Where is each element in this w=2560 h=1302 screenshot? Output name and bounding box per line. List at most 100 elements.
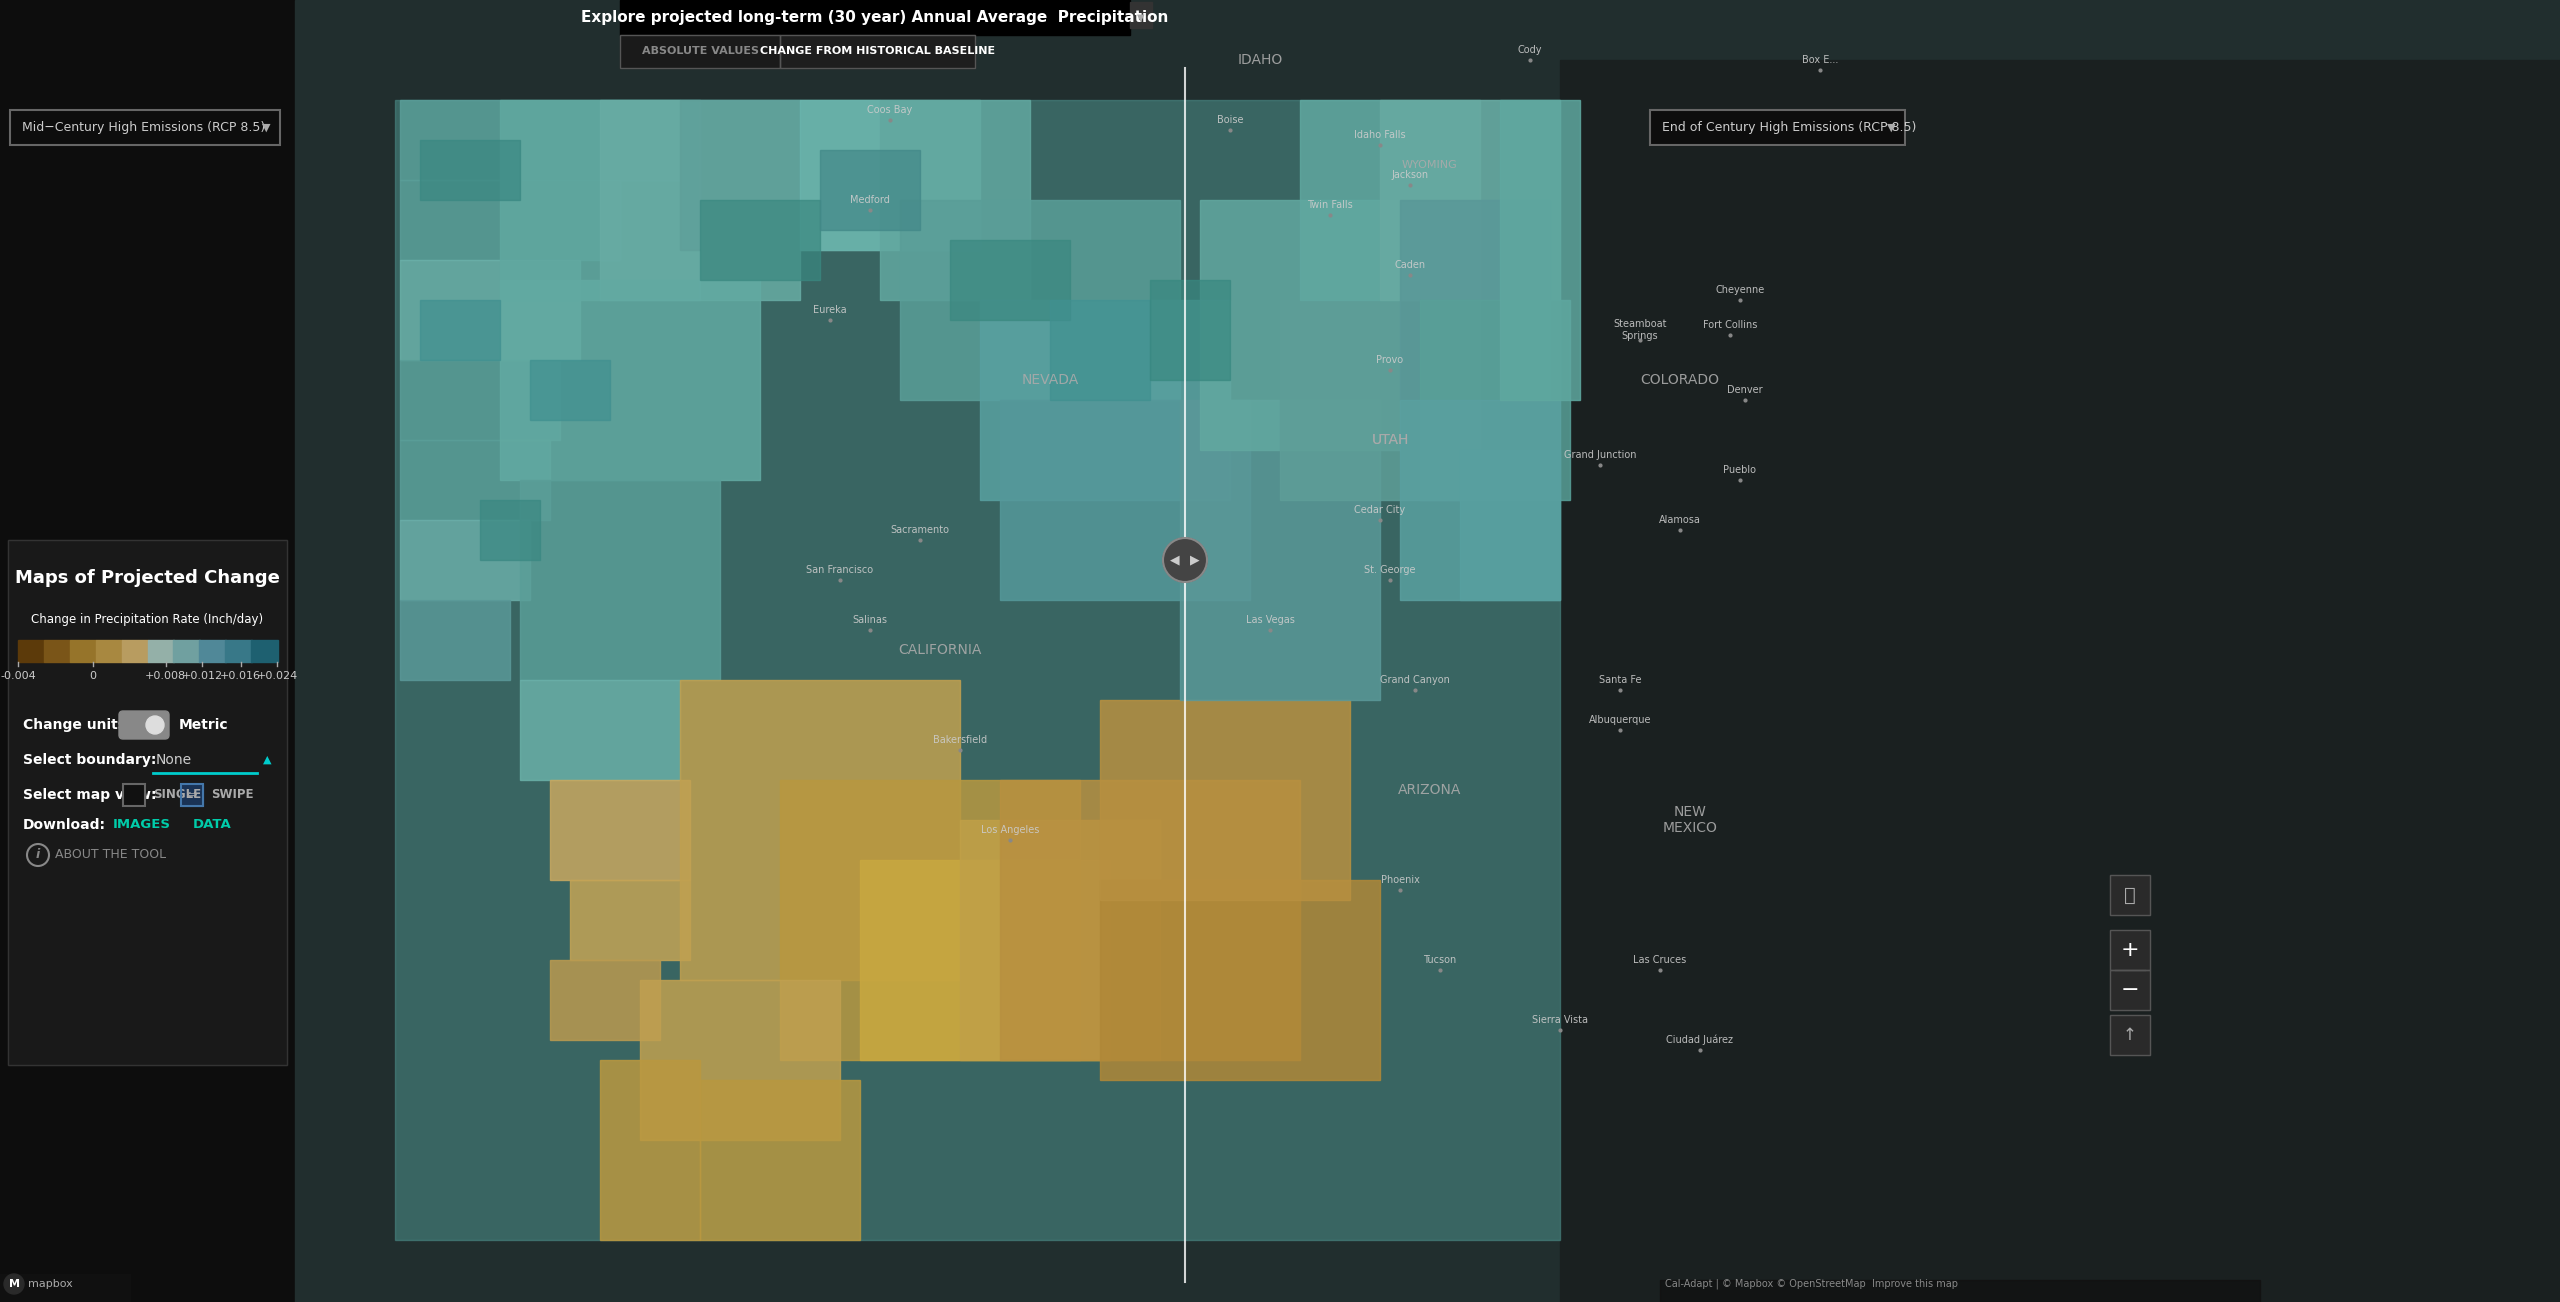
Bar bbox=[200, 641, 225, 661]
Bar bbox=[640, 980, 840, 1141]
Bar bbox=[2109, 930, 2150, 970]
Bar bbox=[1050, 299, 1149, 400]
Bar bbox=[881, 100, 1029, 299]
Text: Las Vegas: Las Vegas bbox=[1247, 615, 1295, 625]
Text: Phoenix: Phoenix bbox=[1380, 875, 1418, 885]
Bar bbox=[620, 0, 1129, 35]
Bar bbox=[10, 109, 279, 145]
Bar bbox=[799, 100, 980, 250]
Bar bbox=[1280, 299, 1480, 500]
Text: -0.004: -0.004 bbox=[0, 671, 36, 681]
Bar bbox=[980, 299, 1229, 500]
Bar bbox=[182, 784, 202, 806]
Circle shape bbox=[5, 1273, 23, 1294]
Bar bbox=[781, 780, 1080, 1060]
Text: IDAHO: IDAHO bbox=[1236, 53, 1283, 66]
Bar bbox=[174, 641, 200, 661]
Text: Cal-Adapt | © Mapbox © OpenStreetMap  Improve this map: Cal-Adapt | © Mapbox © OpenStreetMap Imp… bbox=[1664, 1279, 1958, 1289]
Text: ARIZONA: ARIZONA bbox=[1398, 783, 1462, 797]
Text: +: + bbox=[2120, 940, 2140, 960]
Text: ▼: ▼ bbox=[261, 122, 271, 133]
Text: Mid−Century High Emissions (RCP 8.5): Mid−Century High Emissions (RCP 8.5) bbox=[23, 121, 266, 134]
Text: i: i bbox=[36, 849, 41, 862]
Text: COLORADO: COLORADO bbox=[1641, 372, 1720, 387]
Bar bbox=[520, 680, 681, 780]
Text: mapbox: mapbox bbox=[28, 1279, 72, 1289]
Bar bbox=[550, 960, 660, 1040]
Bar bbox=[420, 299, 499, 359]
Bar bbox=[399, 260, 581, 359]
Text: Pueblo: Pueblo bbox=[1723, 465, 1756, 475]
Bar bbox=[699, 1079, 860, 1240]
Bar bbox=[571, 880, 691, 960]
Bar bbox=[18, 641, 44, 661]
Bar bbox=[399, 519, 530, 600]
Bar bbox=[530, 359, 609, 421]
Text: Grand Canyon: Grand Canyon bbox=[1380, 674, 1449, 685]
Text: NEW
MEXICO: NEW MEXICO bbox=[1661, 805, 1718, 835]
Bar bbox=[123, 784, 146, 806]
Text: ↑: ↑ bbox=[2122, 1026, 2138, 1044]
Bar bbox=[2109, 970, 2150, 1010]
Text: Metric: Metric bbox=[179, 717, 228, 732]
Text: Denver: Denver bbox=[1728, 385, 1764, 395]
Text: +0.016: +0.016 bbox=[220, 671, 261, 681]
Text: Provo: Provo bbox=[1377, 355, 1403, 365]
Bar bbox=[2109, 930, 2150, 970]
Bar bbox=[819, 150, 919, 230]
Text: End of Century High Emissions (RCP 8.5): End of Century High Emissions (RCP 8.5) bbox=[1661, 121, 1917, 134]
Text: UTAH: UTAH bbox=[1372, 434, 1408, 447]
Bar bbox=[1559, 60, 2560, 1302]
Text: WYOMING: WYOMING bbox=[1403, 160, 1457, 171]
Bar bbox=[1149, 280, 1229, 380]
Text: −: − bbox=[2120, 980, 2140, 1000]
Bar bbox=[781, 35, 975, 68]
Text: +0.024: +0.024 bbox=[256, 671, 297, 681]
Bar bbox=[399, 440, 550, 519]
Text: Steamboat
Springs: Steamboat Springs bbox=[1613, 319, 1667, 341]
Text: ◀: ◀ bbox=[1170, 553, 1180, 566]
Text: Las Cruces: Las Cruces bbox=[1633, 954, 1687, 965]
Bar bbox=[394, 100, 1559, 1240]
Bar bbox=[399, 600, 509, 680]
Text: IMAGES: IMAGES bbox=[113, 819, 172, 832]
Bar bbox=[1001, 780, 1300, 1060]
Bar bbox=[620, 35, 781, 68]
Bar bbox=[1129, 3, 1152, 29]
Text: Explore projected long-term (30 year) Annual Average  Precipitation: Explore projected long-term (30 year) An… bbox=[581, 10, 1170, 25]
Text: Coos Bay: Coos Bay bbox=[868, 105, 911, 115]
Bar bbox=[294, 0, 2560, 1302]
Bar bbox=[0, 0, 294, 1302]
Bar bbox=[69, 641, 97, 661]
Text: CHANGE FROM HISTORICAL BASELINE: CHANGE FROM HISTORICAL BASELINE bbox=[760, 47, 996, 56]
Text: Cheyenne: Cheyenne bbox=[1715, 285, 1764, 296]
Bar bbox=[1001, 400, 1249, 600]
Text: ▼: ▼ bbox=[1137, 13, 1144, 22]
Text: Cedar City: Cedar City bbox=[1354, 505, 1405, 516]
Bar bbox=[251, 641, 276, 661]
Text: Santa Fe: Santa Fe bbox=[1600, 674, 1641, 685]
Bar bbox=[499, 100, 699, 299]
Bar bbox=[550, 780, 691, 880]
Text: ▲: ▲ bbox=[264, 755, 271, 766]
Text: ⇔: ⇔ bbox=[187, 789, 197, 802]
Bar bbox=[399, 100, 681, 180]
Bar bbox=[1101, 880, 1380, 1079]
Bar bbox=[520, 480, 719, 680]
Text: Boise: Boise bbox=[1216, 115, 1244, 125]
Text: Eureka: Eureka bbox=[814, 305, 847, 315]
Bar bbox=[8, 540, 287, 1065]
Circle shape bbox=[1162, 538, 1206, 582]
Bar bbox=[1421, 299, 1569, 500]
Bar bbox=[950, 240, 1070, 320]
Text: Grand Junction: Grand Junction bbox=[1564, 450, 1636, 460]
Text: Change in Precipitation Rate (Inch/day): Change in Precipitation Rate (Inch/day) bbox=[31, 613, 264, 626]
Bar bbox=[681, 680, 960, 980]
Text: ABOUT THE TOOL: ABOUT THE TOOL bbox=[54, 849, 166, 862]
Text: +0.008: +0.008 bbox=[146, 671, 187, 681]
Bar bbox=[1400, 201, 1549, 400]
Text: Download:: Download: bbox=[23, 818, 105, 832]
Bar bbox=[2109, 875, 2150, 915]
Bar bbox=[2109, 1016, 2150, 1055]
Bar bbox=[1659, 1280, 2260, 1302]
